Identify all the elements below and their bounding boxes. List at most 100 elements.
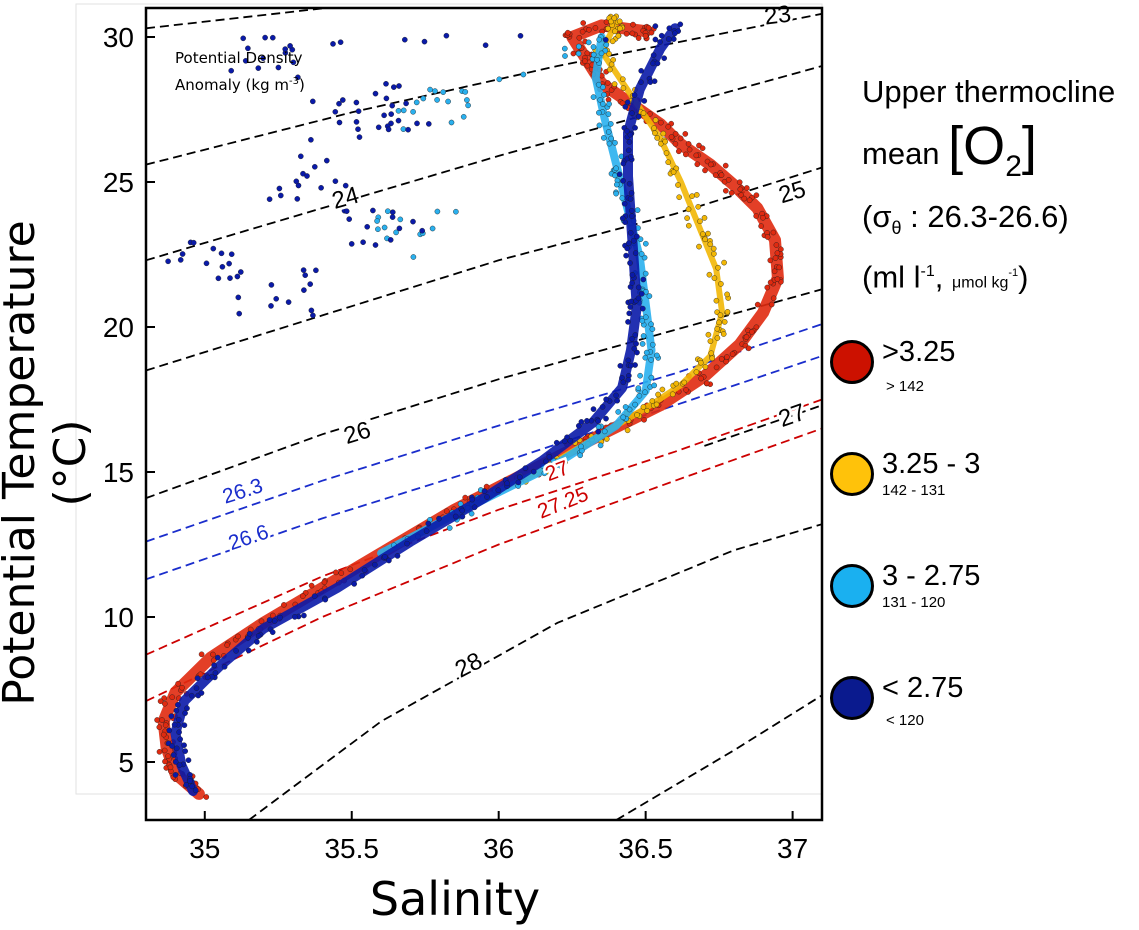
data-point xyxy=(737,186,744,193)
data-point xyxy=(724,354,730,360)
data-point xyxy=(459,513,466,520)
data-point xyxy=(293,178,300,185)
data-point xyxy=(714,335,721,341)
data-point xyxy=(771,268,778,275)
data-point xyxy=(364,223,371,230)
data-point xyxy=(372,90,379,97)
data-point xyxy=(627,260,633,266)
data-point xyxy=(725,176,732,183)
data-point xyxy=(635,295,642,302)
data-point xyxy=(706,271,713,278)
data-point xyxy=(361,567,368,573)
data-point xyxy=(693,369,700,375)
data-point xyxy=(655,391,661,398)
data-point xyxy=(389,209,396,215)
data-point xyxy=(161,747,168,754)
data-point xyxy=(650,52,657,59)
data-point xyxy=(301,287,307,293)
data-point xyxy=(697,218,703,225)
data-point xyxy=(453,208,459,215)
data-point xyxy=(753,213,760,219)
data-point xyxy=(389,214,396,220)
data-point xyxy=(165,753,171,759)
data-point xyxy=(702,363,709,370)
data-point xyxy=(745,345,752,352)
data-point xyxy=(601,428,608,435)
data-point xyxy=(448,119,455,126)
data-point xyxy=(603,415,609,422)
legend-swatch-midlow xyxy=(830,564,874,608)
data-point xyxy=(419,227,426,234)
data-point xyxy=(639,290,645,297)
data-point xyxy=(157,698,164,705)
data-point xyxy=(770,229,777,236)
data-point xyxy=(606,51,612,57)
data-point xyxy=(269,629,276,636)
data-point xyxy=(245,45,251,52)
data-point xyxy=(343,208,350,214)
data-point xyxy=(607,66,613,73)
data-point xyxy=(709,355,716,362)
data-point xyxy=(626,139,633,145)
data-point xyxy=(404,540,410,547)
data-point xyxy=(520,71,527,78)
data-point xyxy=(608,61,615,68)
data-point xyxy=(359,572,366,579)
data-point xyxy=(287,43,293,49)
data-point xyxy=(578,443,584,450)
data-point xyxy=(603,37,609,43)
data-point xyxy=(169,694,175,701)
data-point xyxy=(308,582,315,589)
data-point xyxy=(596,36,603,43)
data-point xyxy=(235,294,242,301)
data-point xyxy=(482,42,489,49)
data-point xyxy=(642,33,649,39)
data-point xyxy=(722,162,729,169)
plot-frame xyxy=(144,6,824,822)
data-point xyxy=(576,43,582,50)
data-point xyxy=(242,58,249,64)
data-point xyxy=(721,259,727,266)
data-point xyxy=(197,671,204,678)
data-point xyxy=(624,128,630,134)
data-point xyxy=(396,225,403,232)
data-point xyxy=(434,208,441,215)
data-point xyxy=(245,647,252,654)
data-point xyxy=(182,710,188,716)
data-point xyxy=(632,125,638,131)
data-point xyxy=(626,240,632,246)
data-point xyxy=(323,157,330,164)
data-point xyxy=(605,80,611,86)
data-point xyxy=(624,427,631,434)
data-point xyxy=(628,153,634,160)
data-point xyxy=(741,195,748,202)
data-point xyxy=(606,140,613,147)
data-point xyxy=(396,83,402,89)
data-point xyxy=(611,81,618,87)
data-point xyxy=(629,207,635,214)
data-point xyxy=(471,504,478,511)
legend-range-midhigh: 3.25 - 3 xyxy=(882,448,981,480)
data-point xyxy=(282,46,289,52)
data-point xyxy=(603,396,609,403)
data-point xyxy=(651,382,658,389)
data-point xyxy=(277,614,283,621)
data-point xyxy=(198,651,205,658)
data-point xyxy=(389,102,396,109)
data-point xyxy=(597,97,604,103)
data-point xyxy=(310,312,316,319)
density-annotation-line2: Anomaly (kg m-3) xyxy=(175,76,305,94)
data-point xyxy=(495,487,502,494)
data-point xyxy=(203,794,210,800)
isopycnal-label: 26 xyxy=(341,416,374,450)
data-point xyxy=(558,463,564,469)
data-point xyxy=(204,674,211,681)
data-point xyxy=(372,242,379,248)
y-tick-label: 25 xyxy=(103,167,134,198)
data-point xyxy=(749,329,755,335)
data-point xyxy=(234,273,241,280)
data-point xyxy=(631,92,638,98)
data-point xyxy=(601,135,607,141)
data-point xyxy=(332,178,339,184)
data-point xyxy=(715,264,721,271)
